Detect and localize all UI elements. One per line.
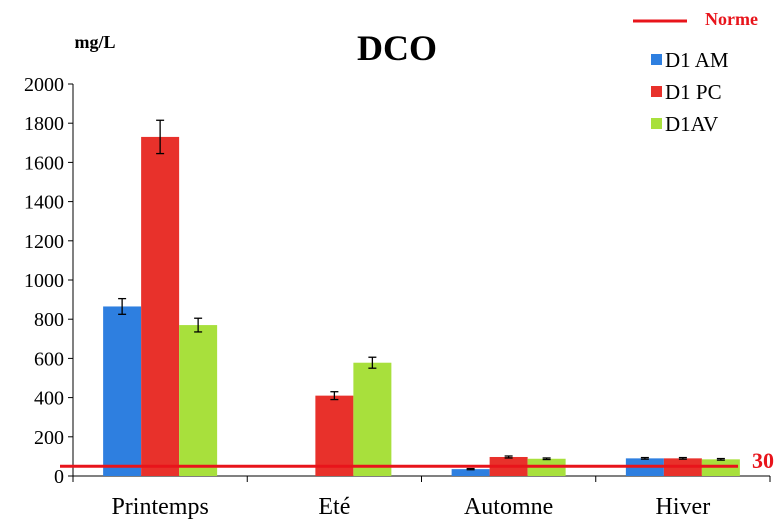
legend-swatch [651,86,662,97]
x-tick-label: Hiver [656,494,711,520]
bar [141,136,180,477]
norme-value-label: 30 [752,448,774,473]
y-tick-label: 1400 [24,192,64,214]
y-tick-label: 1600 [24,152,64,174]
y-axis-unit: mg/L [74,32,115,52]
x-tick-label: Printemps [111,494,208,520]
y-tick-label: 0 [54,466,64,488]
y-tick-label: 1200 [24,231,64,253]
bar [451,469,490,476]
legend-entry-label: D1AV [665,112,718,136]
y-tick-label: 200 [34,427,64,449]
y-tick-label: 2000 [24,74,64,96]
bars-group [103,136,740,477]
legend-swatch [651,54,662,65]
legend-norme-label: Norme [705,9,758,29]
legend-entry-label: D1 PC [665,80,722,104]
error-bars-group [118,119,725,471]
legend-entry-label: D1 AM [665,48,729,72]
y-tick-label: 400 [34,388,64,410]
y-tick-label: 600 [34,348,64,370]
bar [179,325,218,476]
bar [353,362,392,476]
axes: 0 200 400 600 800 1000 1200 1400 1600 1800 2000 Pri… [24,74,771,520]
bar [315,395,354,476]
legend-swatch [651,118,662,129]
chart-title: DCO [357,28,437,68]
x-tick-label: Eté [318,494,350,520]
bar [103,306,142,476]
y-tick-label: 1000 [24,270,64,292]
reference-line-group: 30 [60,448,774,473]
legend: Norme D1 AM D1 PC D1AV [633,9,758,136]
y-tick-label: 800 [34,309,64,331]
y-tick-label: 1800 [24,113,64,135]
x-tick-label: Automne [464,494,553,520]
